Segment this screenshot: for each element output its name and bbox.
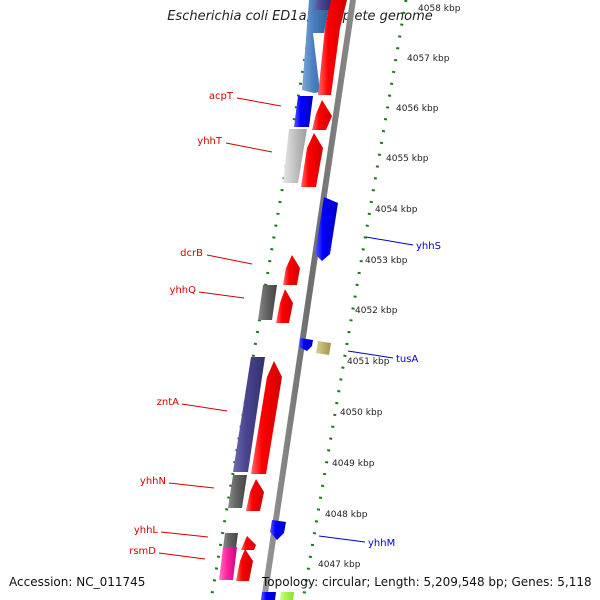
genome-backbone	[261, 0, 356, 600]
kbp-label: 4055 kbp	[386, 154, 429, 164]
gene-feature	[318, 0, 347, 95]
gene-labels: acpT yhhT dcrB yhhQ zntA yhhN yhhL rsmD yhhS tusA…	[129, 91, 441, 557]
accession-text: Accession: NC_011745	[9, 575, 146, 589]
kbp-label: 4056 kbp	[396, 104, 439, 114]
leader-line-yhhQ	[198, 291, 245, 299]
gene-feature-tusA	[299, 338, 313, 351]
kbp-label: 4047 kbp	[318, 560, 361, 570]
gene-label-yhhM[interactable]: yhhM	[368, 538, 395, 549]
leader-line-dcrB	[206, 254, 253, 265]
gene-feature	[314, 0, 331, 10]
kbp-label: 4054 kbp	[375, 205, 418, 215]
kbp-label: 4052 kbp	[355, 306, 398, 316]
leader-line-yhhT	[225, 142, 273, 153]
gene-feature	[280, 592, 294, 600]
leader-line-zntA	[181, 403, 228, 412]
gene-feature	[302, 0, 330, 93]
leader-line-tusA	[347, 350, 394, 359]
kbp-label: 4053 kbp	[365, 256, 408, 266]
kbp-label: 4051 kbp	[347, 357, 390, 367]
kbp-label: 4050 kbp	[340, 408, 383, 418]
label-leader-lines	[158, 97, 414, 560]
gene-feature-yhhT	[301, 133, 323, 187]
gene-feature-yhhL	[223, 533, 238, 548]
gene-label-dcrB[interactable]: dcrB	[180, 248, 203, 259]
gene-feature-acpT	[294, 96, 313, 127]
gene-feature-yhhL	[241, 536, 256, 550]
genome-summary-text: Topology: circular; Length: 5,209,548 bp…	[262, 575, 592, 589]
gene-feature-yhhN	[228, 475, 247, 508]
leader-line-yhhS	[365, 236, 414, 246]
leader-line-rsmD	[158, 552, 206, 560]
gene-label-yhhL[interactable]: yhhL	[134, 525, 159, 536]
gene-label-yhhT[interactable]: yhhT	[197, 136, 223, 147]
gene-feature	[261, 592, 276, 600]
map-title: Escherichia coli ED1a, complete genome	[167, 9, 433, 24]
gene-label-zntA[interactable]: zntA	[157, 397, 180, 408]
gene-feature-yhhS	[315, 197, 338, 261]
gene-feature-rsmD	[219, 547, 237, 580]
gene-label-yhhQ[interactable]: yhhQ	[170, 285, 197, 296]
gene-feature-yhhM	[270, 520, 286, 540]
leader-line-yhhN	[168, 482, 215, 489]
kbp-label: 4057 kbp	[407, 54, 450, 64]
gene-feature-zntA	[251, 361, 282, 474]
gene-label-yhhS[interactable]: yhhS	[416, 241, 441, 252]
gene-feature-zntA	[233, 357, 265, 472]
gene-label-yhhN[interactable]: yhhN	[140, 476, 166, 487]
leader-line-yhhM	[318, 535, 366, 543]
gene-feature-yhhQ	[258, 285, 277, 320]
gene-feature-yhhQ	[276, 289, 293, 323]
kbp-label: 4049 kbp	[332, 459, 375, 469]
gene-feature-yhhN	[246, 479, 264, 511]
gene-label-tusA[interactable]: tusA	[396, 354, 418, 365]
gene-feature-acpT	[312, 100, 332, 130]
gene-feature-yhhT	[283, 129, 307, 183]
gene-feature-tusA	[316, 341, 331, 355]
leader-line-yhhL	[160, 531, 209, 538]
leader-line-acpT	[236, 97, 282, 107]
kbp-tick-labels: 4058 kbp 4057 kbp 4056 kbp 4055 kbp 4054 kbp…	[318, 4, 461, 570]
gene-feature-rsmD	[236, 549, 253, 581]
gene-feature-dcrB	[283, 255, 300, 285]
gene-label-rsmD[interactable]: rsmD	[129, 546, 156, 557]
gene-features	[219, 0, 347, 600]
kbp-label: 4048 kbp	[325, 510, 368, 520]
kbp-label: 4058 kbp	[418, 4, 461, 14]
gene-label-acpT[interactable]: acpT	[209, 91, 234, 102]
